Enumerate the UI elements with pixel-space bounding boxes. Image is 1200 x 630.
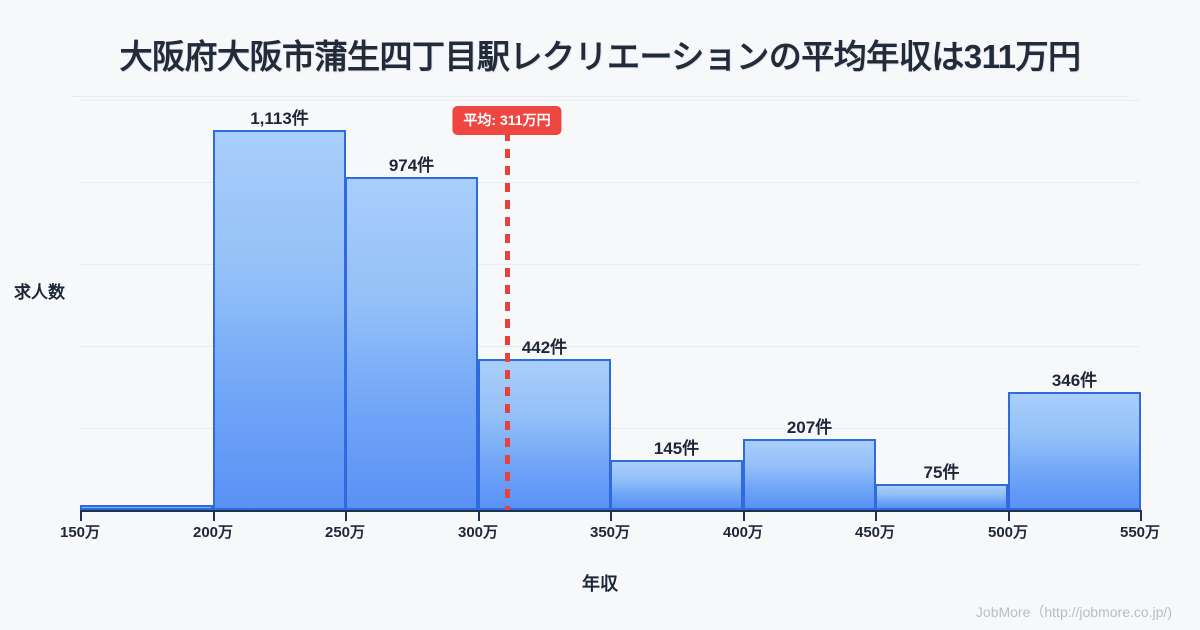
bar: [1008, 392, 1141, 510]
x-axis-tick-label: 250万: [324, 524, 366, 541]
gridline: [80, 182, 1140, 183]
bar: [610, 460, 743, 510]
title-divider: [72, 96, 1128, 97]
x-axis-tick: [610, 510, 612, 521]
x-axis-tick-label: 550万: [1119, 524, 1161, 541]
x-axis-tick: [875, 510, 877, 521]
bar-value-label: 145件: [653, 439, 700, 458]
bar-value-label: 346件: [1051, 371, 1098, 390]
x-axis-tick: [1140, 510, 1142, 521]
bar-value-label: 442件: [521, 338, 568, 357]
x-axis-tick: [478, 510, 480, 521]
x-axis-tick: [80, 510, 82, 521]
y-axis-title: 求人数: [14, 283, 65, 302]
bar: [213, 130, 346, 510]
bar: [80, 505, 213, 510]
x-axis-tick: [213, 510, 215, 521]
bar-value-label: 974件: [388, 156, 435, 175]
x-axis-tick-label: 500万: [987, 524, 1029, 541]
x-axis-tick: [743, 510, 745, 521]
watermark: JobMore（http://jobmore.co.jp/): [975, 604, 1172, 620]
x-axis-tick-label: 350万: [589, 524, 631, 541]
bar: [743, 439, 876, 510]
bar: [345, 177, 478, 510]
x-axis-tick-label: 150万: [59, 524, 101, 541]
gridline: [80, 264, 1140, 265]
x-axis-tick: [345, 510, 347, 521]
gridline: [80, 346, 1140, 347]
x-axis-tick: [1008, 510, 1010, 521]
page-title: 大阪府大阪市蒲生四丁目駅レクリエーションの平均年収は311万円: [119, 38, 1081, 75]
bar-value-label: 75件: [923, 463, 960, 482]
average-line: [505, 132, 510, 510]
bar-value-label: 207件: [786, 418, 833, 437]
x-axis-tick-label: 450万: [854, 524, 896, 541]
x-axis-tick-label: 300万: [457, 524, 499, 541]
x-axis-tick-label: 400万: [722, 524, 764, 541]
bar: [875, 484, 1008, 510]
bar-value-label: 1,113件: [250, 109, 309, 128]
average-badge: 平均: 311万円: [452, 106, 562, 135]
bar: [478, 359, 611, 510]
x-axis-tick-label: 200万: [192, 524, 234, 541]
gridline: [80, 100, 1140, 101]
x-axis-title: 年収: [582, 574, 618, 594]
